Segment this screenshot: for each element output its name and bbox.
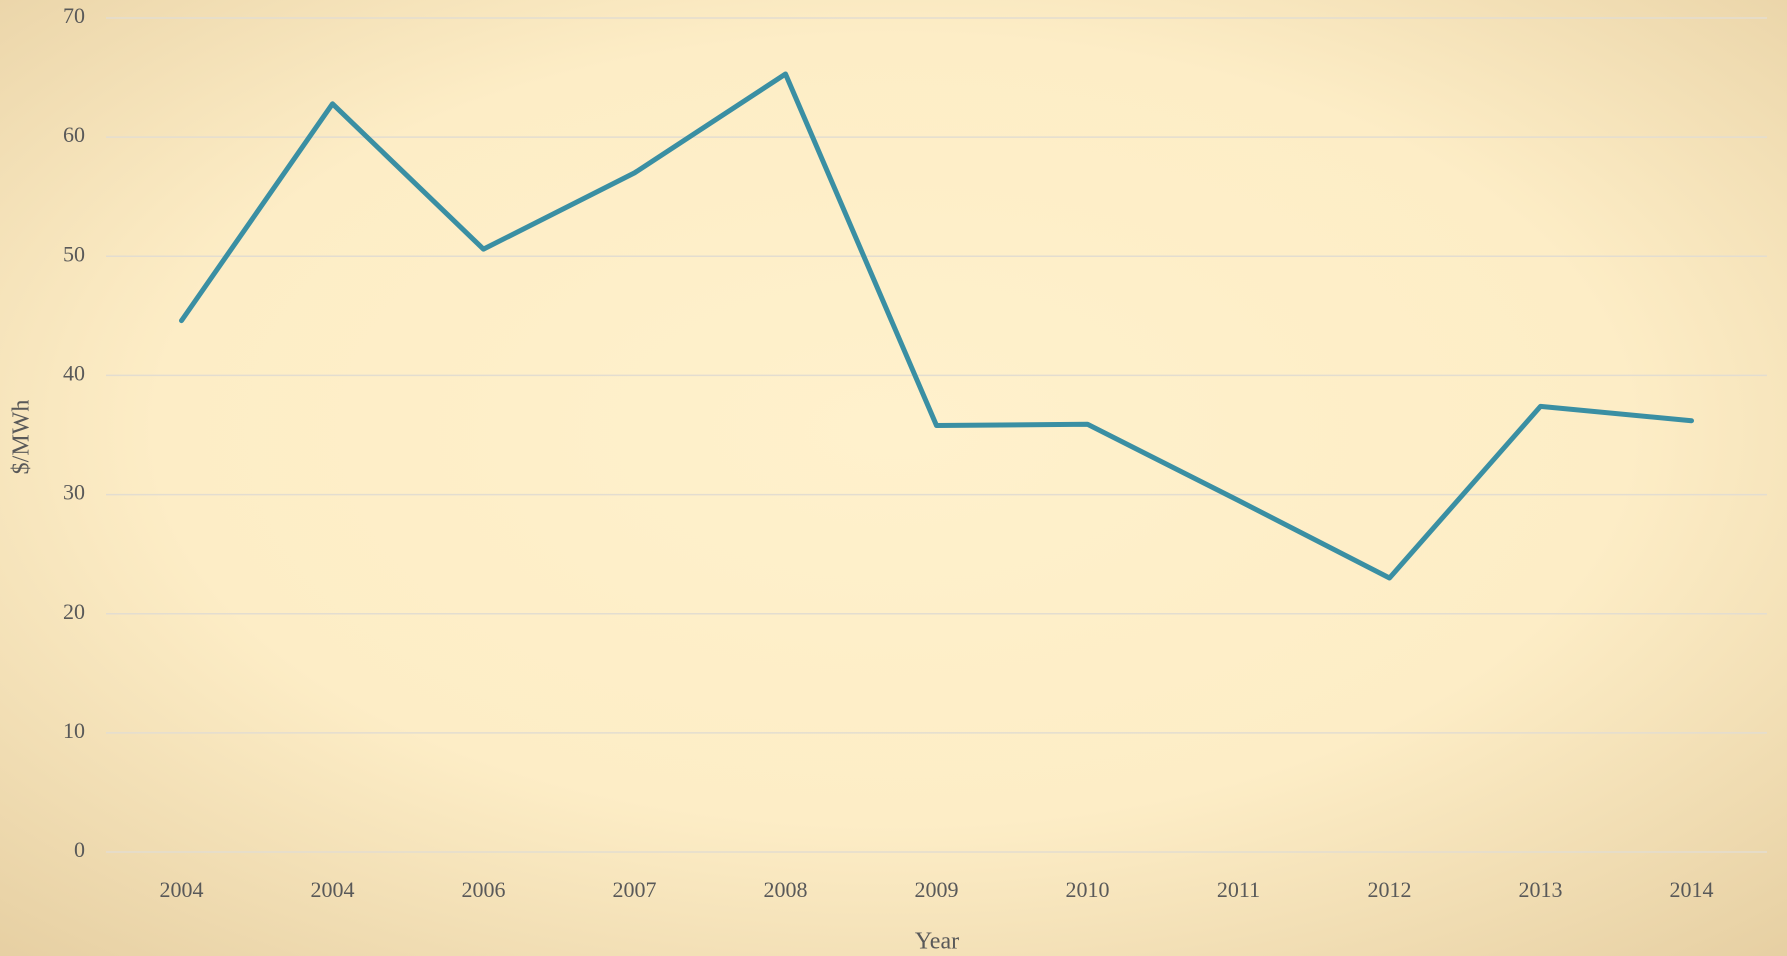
x-tick-label: 2004: [311, 877, 355, 902]
y-tick-label: 30: [63, 480, 85, 505]
y-tick-label: 60: [63, 122, 85, 147]
x-tick-label: 2011: [1217, 877, 1260, 902]
y-tick-label: 40: [63, 360, 85, 385]
x-tick-label: 2004: [160, 877, 204, 902]
y-tick-label: 10: [63, 718, 85, 743]
x-tick-label: 2007: [613, 877, 657, 902]
y-tick-label: 0: [74, 837, 85, 862]
line-series: [179, 71, 1694, 581]
y-tick-label: 70: [63, 3, 85, 28]
x-axis-title: Year: [915, 929, 959, 955]
y-tick-label: 50: [63, 241, 85, 266]
y-axis-title: $/MWh: [9, 400, 35, 475]
x-tick-label: 2009: [915, 877, 959, 902]
x-tick-label: 2006: [462, 877, 506, 902]
x-tick-label: 2008: [764, 877, 808, 902]
x-tick-label: 2012: [1368, 877, 1412, 902]
x-tick-label: 2013: [1519, 877, 1563, 902]
x-tick-label: 2010: [1066, 877, 1110, 902]
x-tick-label: 2014: [1670, 877, 1714, 902]
y-tick-label: 20: [63, 599, 85, 624]
